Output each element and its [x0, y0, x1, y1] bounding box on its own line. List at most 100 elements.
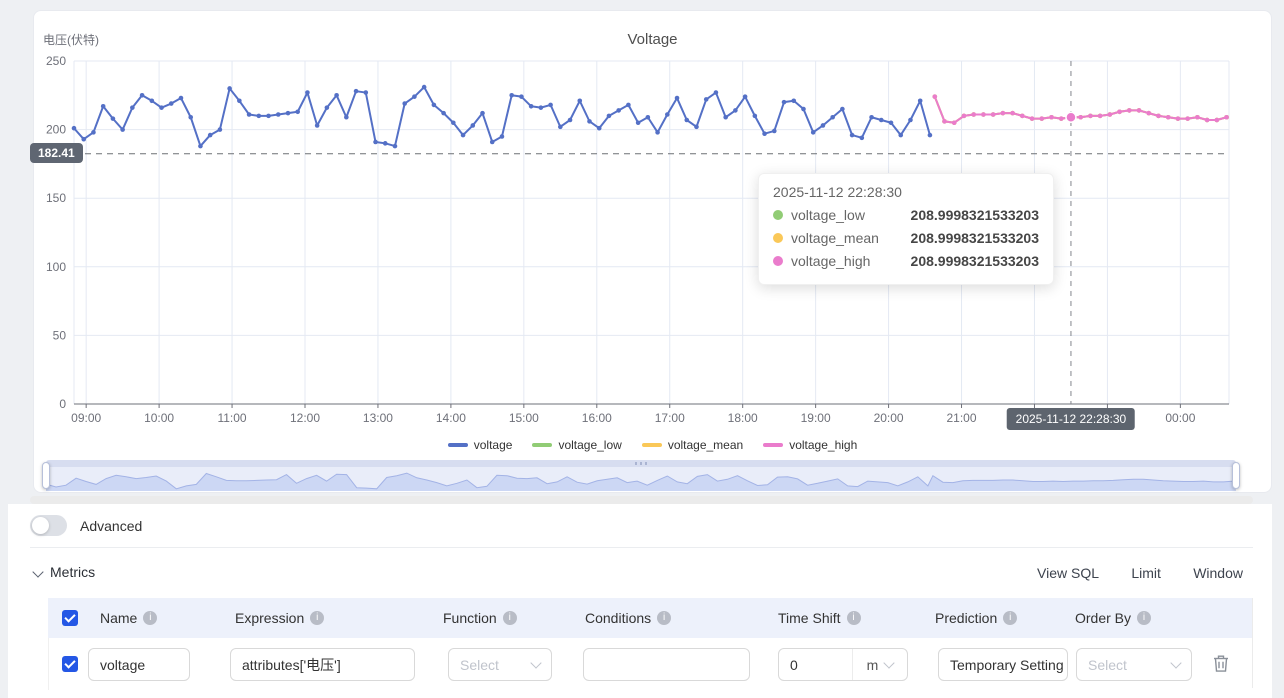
datazoom-left-handle[interactable]	[42, 462, 50, 489]
legend-marker-icon	[447, 443, 468, 447]
svg-text:21:00: 21:00	[947, 411, 977, 425]
series-dot-icon	[773, 233, 783, 243]
svg-text:00:00: 00:00	[1165, 411, 1195, 425]
svg-text:200: 200	[46, 123, 66, 137]
svg-text:16:00: 16:00	[582, 411, 612, 425]
metrics-table-header: Name i Expression i Function i Conditions i …	[48, 598, 1252, 638]
advanced-label: Advanced	[80, 518, 143, 534]
y-axis-name: 电压(伏特)	[43, 33, 99, 47]
info-icon[interactable]: i	[1003, 611, 1018, 625]
series-voltage_high	[932, 94, 1229, 126]
voltage-chart-card[interactable]: 电压(伏特) Voltage 0 50 100 150 200 250 09:00 10:00…	[30, 10, 1273, 494]
legend-item-voltage_high[interactable]: voltage_high	[763, 438, 857, 452]
axis-pointer-badge: 2025-11-12 22:28:30	[1006, 408, 1136, 430]
datazoom-right-handle[interactable]	[1232, 462, 1240, 489]
chevron-down-icon	[1170, 656, 1182, 669]
column-header-time-shift: Time Shift i	[778, 598, 861, 638]
tooltip-timestamp: 2025-11-12 22:28:30	[773, 184, 902, 200]
chevron-down-icon	[883, 656, 895, 669]
tooltip-series-name: voltage_high	[791, 253, 871, 269]
function-select[interactable]: Select	[448, 648, 552, 681]
tooltip-row-voltage-high: voltage_high 208.9998321533203	[773, 253, 1039, 269]
svg-text:14:00: 14:00	[436, 411, 466, 425]
info-icon[interactable]: i	[846, 611, 861, 625]
trash-icon	[1214, 655, 1228, 672]
svg-text:250: 250	[46, 54, 66, 68]
table-left-border	[48, 638, 49, 690]
section-divider	[30, 547, 1253, 548]
order-by-select[interactable]: Select	[1076, 648, 1192, 681]
svg-text:18:00: 18:00	[728, 411, 758, 425]
svg-text:09:00: 09:00	[71, 411, 101, 425]
legend-marker-icon	[641, 443, 662, 447]
legend-item-voltage_mean[interactable]: voltage_mean	[641, 438, 744, 452]
column-header-name: Name i	[100, 598, 158, 638]
svg-text:100: 100	[46, 260, 66, 274]
svg-text:11:00: 11:00	[217, 411, 246, 425]
hovered-point	[1065, 111, 1077, 124]
chart-legend: voltage voltage_low voltage_mean voltage_hi…	[34, 438, 1271, 452]
view-sql-button[interactable]: View SQL	[1037, 565, 1099, 581]
tooltip-row-voltage-low: voltage_low 208.9998321533203	[773, 207, 1039, 223]
chart-tooltip: 2025-11-12 22:28:30 voltage_low 208.9998…	[758, 173, 1054, 285]
conditions-input[interactable]	[583, 648, 750, 681]
tooltip-series-value: 208.9998321533203	[910, 207, 1039, 223]
row-checkbox[interactable]	[62, 656, 78, 672]
prediction-setting-button[interactable]: Temporary Setting	[938, 648, 1068, 681]
svg-text:20:00: 20:00	[874, 411, 904, 425]
chart-gridlines: 0 50 100 150 200 250 09:00 10:00 11:00 12:00 13:00…	[46, 54, 1230, 425]
time-shift-unit-select[interactable]: m	[852, 649, 907, 680]
svg-text:0: 0	[59, 397, 66, 411]
tooltip-series-value: 208.9998321533203	[910, 253, 1039, 269]
slider-area	[46, 473, 1236, 491]
horizontal-scrollbar[interactable]	[30, 496, 1253, 504]
tooltip-row-voltage-mean: voltage_mean 208.9998321533203	[773, 230, 1039, 246]
info-icon[interactable]: i	[502, 611, 517, 625]
svg-text:13:00: 13:00	[363, 411, 393, 425]
time-shift-group: m	[778, 648, 908, 681]
datazoom-move-handle[interactable]	[46, 460, 1236, 467]
legend-label: voltage_mean	[667, 438, 744, 452]
limit-button[interactable]: Limit	[1131, 565, 1161, 581]
info-icon[interactable]: i	[143, 611, 158, 625]
series-voltage_mean	[932, 94, 1229, 126]
svg-text:10:00: 10:00	[144, 411, 174, 425]
metrics-section-title: Metrics	[50, 564, 96, 580]
datazoom-window[interactable]	[45, 467, 1236, 491]
svg-text:150: 150	[46, 191, 66, 205]
legend-item-voltage[interactable]: voltage	[447, 438, 512, 452]
expression-input[interactable]	[230, 648, 415, 681]
window-button[interactable]: Window	[1193, 565, 1243, 581]
info-icon[interactable]: i	[657, 611, 672, 625]
toggle-knob	[32, 517, 49, 534]
series-voltage	[71, 84, 933, 149]
svg-text:15:00: 15:00	[509, 411, 539, 425]
chevron-down-icon	[530, 656, 542, 669]
metric-name-input[interactable]	[88, 648, 190, 681]
svg-text:19:00: 19:00	[801, 411, 831, 425]
series-voltage_low	[932, 94, 1229, 126]
tooltip-series-name: voltage_low	[791, 207, 865, 223]
datazoom-slider[interactable]	[42, 460, 1240, 491]
select-all-checkbox[interactable]	[62, 610, 78, 626]
legend-label: voltage_high	[789, 438, 858, 452]
info-icon[interactable]: i	[1137, 611, 1152, 625]
column-header-order-by: Order By i	[1075, 598, 1152, 638]
drag-grip-icon	[635, 462, 647, 465]
column-header-function: Function i	[443, 598, 517, 638]
table-right-border	[1252, 598, 1253, 688]
series-dot-icon	[773, 210, 783, 220]
metrics-actions: View SQL Limit Window	[1037, 563, 1243, 583]
advanced-toggle[interactable]	[30, 515, 67, 536]
legend-marker-icon	[532, 443, 553, 447]
svg-text:12:00: 12:00	[290, 411, 320, 425]
time-shift-input[interactable]	[779, 649, 852, 680]
delete-row-button[interactable]	[1210, 654, 1232, 676]
tooltip-series-value: 208.9998321533203	[910, 230, 1039, 246]
chart-plot-area[interactable]: 0 50 100 150 200 250 09:00 10:00 11:00 12:00 13:00…	[34, 11, 1273, 494]
info-icon[interactable]: i	[310, 611, 325, 625]
legend-label: voltage_low	[558, 438, 622, 452]
legend-item-voltage_low[interactable]: voltage_low	[532, 438, 622, 452]
column-header-expression: Expression i	[235, 598, 325, 638]
